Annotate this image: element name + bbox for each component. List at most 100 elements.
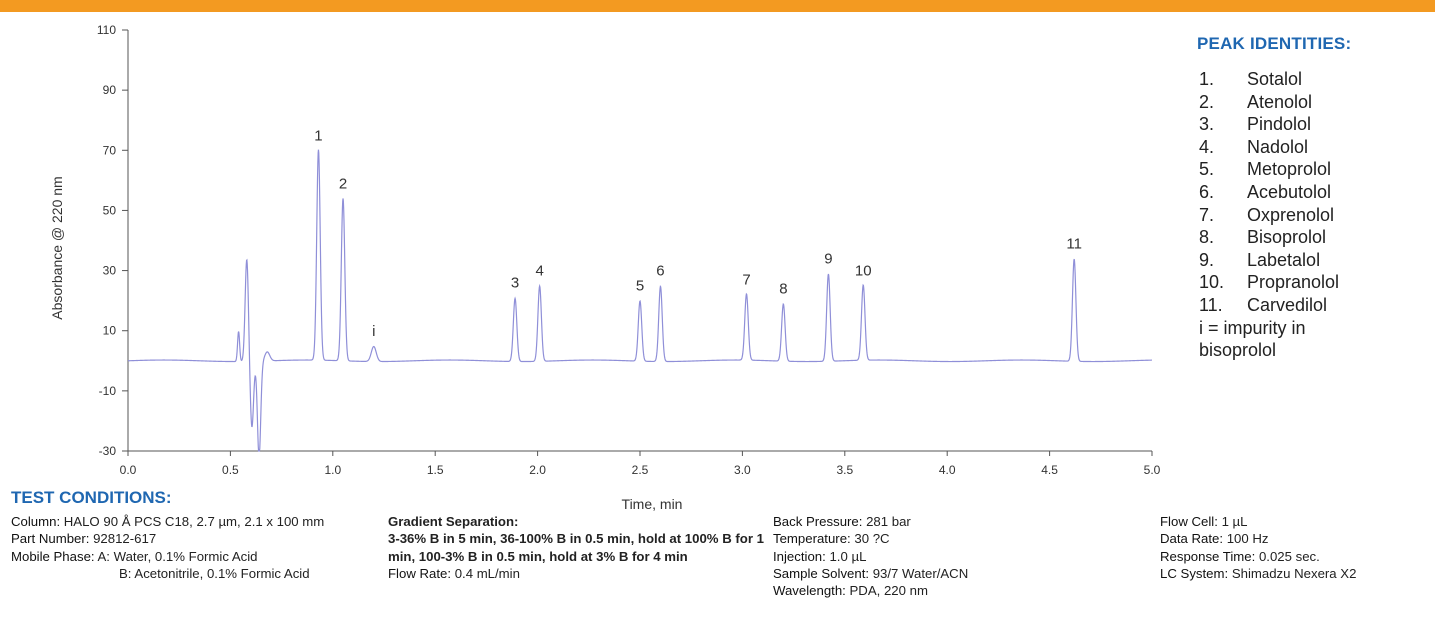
wavelength-label: Wavelength:	[773, 583, 846, 599]
mobile-phase-label: Mobile Phase:	[11, 548, 95, 564]
injection-value: 1.0 µL	[829, 548, 867, 564]
x-tick-label: 3.0	[734, 463, 751, 477]
impurity-note: i = impurity in bisoprolol	[1199, 317, 1306, 361]
response-time-row: Response Time: 0.025 sec.	[1160, 548, 1356, 565]
peak-identity-number: 2.	[1199, 91, 1215, 112]
x-tick-label: 1.0	[324, 463, 341, 477]
peak-identity-number: 6.	[1199, 181, 1215, 202]
temperature-row: Temperature: 30 ?C	[773, 530, 968, 547]
peak-label: 6	[656, 263, 664, 280]
column-row: Column: HALO 90 Å PCS C18, 2.7 µm, 2.1 x…	[11, 513, 324, 530]
lc-system-row: LC System: Shimadzu Nexera X2	[1160, 565, 1356, 582]
y-tick-label: 30	[103, 264, 117, 278]
peak-identity-item: 8. Bisoprolol	[1199, 226, 1359, 249]
flow-cell-label: Flow Cell:	[1160, 514, 1218, 529]
peak-identity-item: 10. Propranolol	[1199, 271, 1359, 294]
data-rate-label: Data Rate:	[1160, 531, 1224, 547]
peak-identity-item: 6. Acebutolol	[1199, 181, 1359, 204]
wavelength-value: PDA, 220 nm	[849, 583, 928, 599]
peak-identity-name: Nadolol	[1247, 136, 1309, 157]
test-conditions-title: TEST CONDITIONS:	[11, 488, 172, 507]
flow-cell-value: 1 µL	[1221, 514, 1248, 529]
peak-identity-item: 9. Labetalol	[1199, 249, 1359, 272]
peak-identity-name: Acebutolol	[1247, 181, 1332, 202]
mobile-phase-row: Mobile Phase: A: Water, 0.1% Formic Acid	[11, 548, 324, 565]
part-number-label: Part Number:	[11, 531, 90, 547]
peak-label: 9	[824, 251, 832, 268]
peak-identity-name: Metoprolol	[1247, 159, 1332, 180]
x-axis-label: Time, min	[622, 496, 683, 512]
sample-solvent-value: 93/7 Water/ACN	[872, 565, 969, 581]
mobile-phase-b: B: Acetonitrile, 0.1% Formic Acid	[119, 565, 310, 581]
peak-identity-item: 11. Carvedilol	[1199, 294, 1359, 317]
conditions-column-1: Column: HALO 90 Å PCS C18, 2.7 µm, 2.1 x…	[11, 513, 324, 582]
peak-identity-number: 8.	[1199, 227, 1215, 248]
back-pressure-label: Back Pressure:	[773, 514, 863, 529]
peak-label: 5	[636, 278, 644, 295]
lc-system-label: LC System:	[1160, 565, 1229, 581]
peak-identity-name: Atenolol	[1247, 91, 1313, 112]
wavelength-row: Wavelength: PDA, 220 nm	[773, 582, 968, 599]
data-rate-row: Data Rate: 100 Hz	[1160, 530, 1356, 547]
gradient-value: 3-36% B in 5 min, 36-100% B in 0.5 min, …	[388, 531, 764, 564]
conditions-column-4: Flow Cell: 1 µL Data Rate: 100 Hz Respon…	[1160, 513, 1356, 582]
temperature-value: 30 ?C	[854, 531, 890, 547]
peak-identity-name: Oxprenolol	[1247, 204, 1335, 225]
peak-identity-name: Bisoprolol	[1247, 227, 1327, 248]
gradient-label: Gradient Separation:	[388, 514, 519, 529]
x-tick-label: 2.5	[632, 463, 649, 477]
part-number-value: 92812-617	[93, 531, 157, 547]
y-tick-label: 90	[103, 83, 117, 97]
peak-identity-item: 5. Metoprolol	[1199, 158, 1359, 181]
peak-label: 10	[855, 263, 872, 280]
peak-identity-item: 7. Oxprenolol	[1199, 204, 1359, 227]
peak-identity-number: 11.	[1199, 294, 1223, 315]
flow-rate-label: Flow Rate:	[388, 565, 452, 581]
peak-identity-number: 10.	[1199, 272, 1225, 293]
injection-row: Injection: 1.0 µL	[773, 548, 968, 565]
back-pressure-value: 281 bar	[866, 514, 911, 529]
trace-layer	[127, 149, 1152, 452]
peak-identity-number: 5.	[1199, 159, 1215, 180]
y-axis-label: Absorbance @ 220 nm	[49, 176, 65, 319]
peak-identities-list: 1. Sotalol 2. Atenolol 3. Pindolol 4. Nadolol 5.…	[1199, 68, 1359, 362]
x-tick-label: 5.0	[1144, 463, 1161, 477]
y-tick-label: -30	[99, 444, 117, 458]
flow-cell-row: Flow Cell: 1 µL	[1160, 513, 1356, 530]
peak-identity-name: Pindolol	[1247, 114, 1312, 135]
chromatogram-trace	[127, 149, 1152, 452]
lc-system-value: Shimadzu Nexera X2	[1231, 565, 1357, 581]
conditions-column-2: Gradient Separation: 3-36% B in 5 min, 3…	[388, 513, 774, 582]
x-tick-label: 0.0	[120, 463, 137, 477]
peak-label: 1	[314, 127, 322, 144]
x-tick-label: 0.5	[222, 463, 239, 477]
peak-identity-number: 4.	[1199, 136, 1215, 157]
peak-identity-number: 3.	[1199, 114, 1215, 135]
peak-identity-item: 4. Nadolol	[1199, 136, 1359, 159]
peak-label: 4	[535, 263, 543, 280]
flow-rate-value: 0.4 mL/min	[454, 565, 520, 581]
y-tick-label: 70	[103, 143, 117, 157]
y-tick-label: 50	[103, 203, 117, 217]
injection-label: Injection:	[773, 548, 826, 564]
peak-identity-number: 9.	[1199, 249, 1215, 270]
y-tick-label: 10	[103, 324, 117, 338]
top-accent-bar	[0, 0, 1435, 12]
peak-identity-number: 1.	[1199, 69, 1215, 89]
x-tick-label: 1.5	[427, 463, 444, 477]
sample-solvent-row: Sample Solvent: 93/7 Water/ACN	[773, 565, 968, 582]
x-tick-label: 3.5	[836, 463, 853, 477]
response-time-label: Response Time:	[1160, 548, 1256, 564]
peak-identity-item: 1. Sotalol	[1199, 68, 1359, 91]
peak-identity-number: 7.	[1199, 204, 1215, 225]
x-tick-label: 2.0	[529, 463, 546, 477]
x-tick-label: 4.5	[1041, 463, 1058, 477]
peak-identity-name: Propranolol	[1247, 272, 1340, 293]
y-tick-label: 110	[97, 23, 116, 37]
part-number-row: Part Number: 92812-617	[11, 530, 324, 547]
peak-identities-title: PEAK IDENTITIES:	[1197, 34, 1352, 53]
response-time-value: 0.025 sec.	[1258, 548, 1320, 564]
